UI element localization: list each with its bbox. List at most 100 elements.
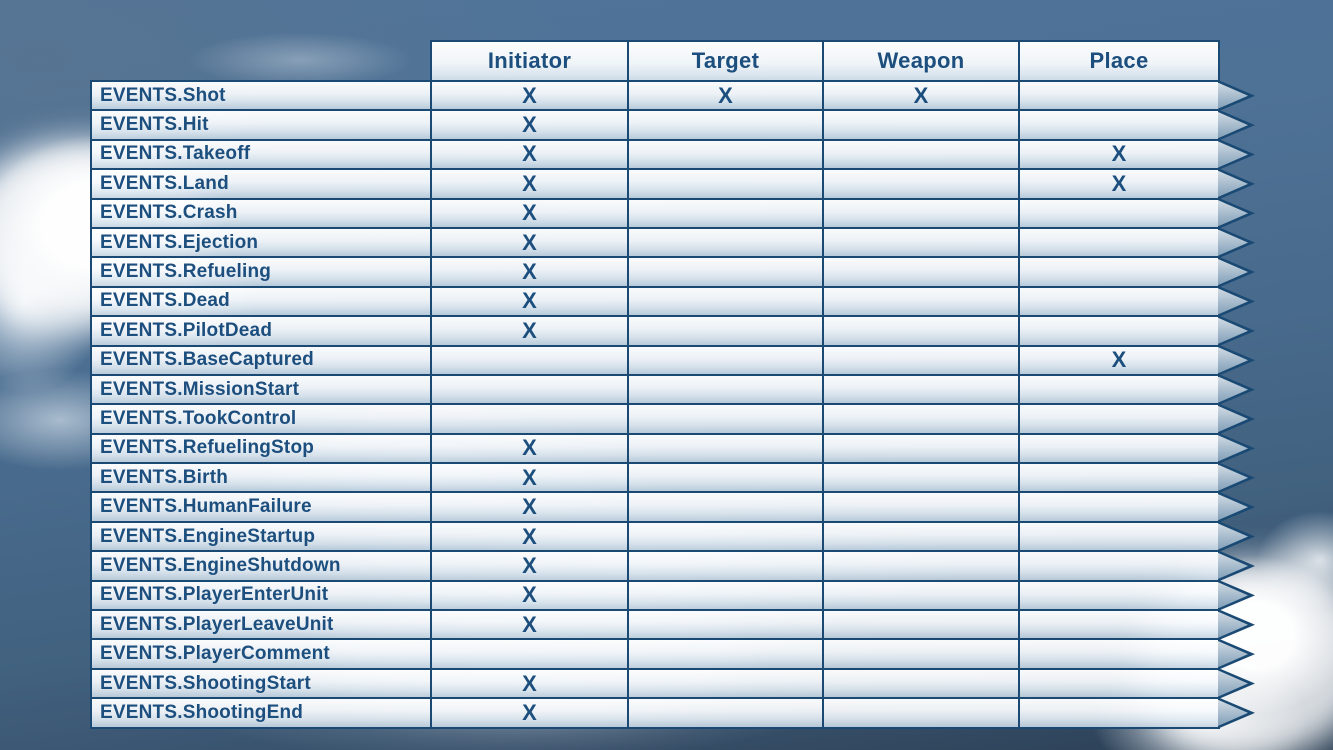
mark-cell-target [627, 520, 824, 553]
event-label-cell: EVENTS.RefuelingStop [90, 432, 432, 465]
mark-cell-place [1018, 197, 1220, 229]
mark-cell-weapon: X [822, 80, 1020, 112]
mark-cell-target [627, 579, 824, 612]
event-label-cell: EVENTS.Takeoff [90, 138, 432, 171]
mark-cell-target [627, 168, 824, 200]
mark-cell-place [1018, 491, 1220, 523]
mark-cell-place [1018, 520, 1220, 553]
mark-cell-weapon [822, 638, 1020, 670]
mark-cell-place: X [1018, 138, 1220, 171]
mark-cell-place: X [1018, 344, 1220, 376]
table-row: EVENTS.HumanFailure X [90, 491, 1255, 523]
row-arrow-icon [1218, 373, 1255, 406]
table-row: EVENTS.BaseCaptured X [90, 344, 1255, 376]
event-label-cell: EVENTS.Birth [90, 462, 432, 494]
row-arrow-icon [1218, 344, 1255, 376]
column-header-initiator: Initiator [430, 40, 629, 82]
row-arrow-icon [1218, 315, 1255, 347]
mark-cell-initiator: X [430, 138, 629, 171]
event-label-cell: EVENTS.ShootingStart [90, 667, 432, 700]
row-arrow-icon [1218, 256, 1255, 288]
mark-cell-initiator: X [430, 520, 629, 553]
mark-cell-initiator: X [430, 697, 629, 729]
table-row: EVENTS.ShootingStart X [90, 667, 1255, 700]
column-header-target: Target [627, 40, 824, 82]
mark-cell-weapon [822, 432, 1020, 465]
row-arrow-icon [1218, 168, 1255, 200]
mark-cell-place [1018, 373, 1220, 406]
row-arrow-icon [1218, 403, 1255, 435]
event-label-cell: EVENTS.Ejection [90, 226, 432, 259]
event-label-cell: EVENTS.PlayerComment [90, 638, 432, 670]
table-row: EVENTS.Crash X [90, 197, 1255, 229]
mark-cell-weapon [822, 256, 1020, 288]
table-row: EVENTS.Refueling X [90, 256, 1255, 288]
mark-cell-place [1018, 667, 1220, 700]
mark-cell-weapon [822, 138, 1020, 171]
mark-cell-weapon [822, 373, 1020, 406]
mark-cell-target [627, 667, 824, 700]
mark-cell-initiator: X [430, 109, 629, 141]
mark-cell-place [1018, 638, 1220, 670]
row-arrow-icon [1218, 638, 1255, 670]
mark-cell-place [1018, 256, 1220, 288]
event-label-cell: EVENTS.Refueling [90, 256, 432, 288]
mark-cell-weapon [822, 197, 1020, 229]
mark-cell-initiator: X [430, 168, 629, 200]
mark-cell-target [627, 197, 824, 229]
mark-cell-place [1018, 550, 1220, 582]
mark-cell-place: X [1018, 168, 1220, 200]
mark-cell-weapon [822, 550, 1020, 582]
mark-cell-initiator: X [430, 80, 629, 112]
mark-cell-target [627, 256, 824, 288]
event-label-cell: EVENTS.Hit [90, 109, 432, 141]
mark-cell-initiator: X [430, 226, 629, 259]
event-label-cell: EVENTS.EngineStartup [90, 520, 432, 553]
mark-cell-weapon [822, 226, 1020, 259]
table-row: EVENTS.RefuelingStop X [90, 432, 1255, 465]
mark-cell-target [627, 697, 824, 729]
row-arrow-icon [1218, 138, 1255, 171]
mark-cell-weapon [822, 403, 1020, 435]
mark-cell-initiator: X [430, 667, 629, 700]
row-arrow-icon [1218, 697, 1255, 729]
mark-cell-place [1018, 226, 1220, 259]
table-row: EVENTS.PlayerComment [90, 638, 1255, 670]
mark-cell-weapon [822, 667, 1020, 700]
table-row: EVENTS.Land X X [90, 168, 1255, 200]
mark-cell-target [627, 638, 824, 670]
mark-cell-target [627, 609, 824, 641]
mark-cell-target [627, 315, 824, 347]
row-arrow-icon [1218, 491, 1255, 523]
event-label-cell: EVENTS.HumanFailure [90, 491, 432, 523]
mark-cell-weapon [822, 109, 1020, 141]
mark-cell-initiator: X [430, 256, 629, 288]
mark-cell-initiator: X [430, 285, 629, 318]
mark-cell-target [627, 373, 824, 406]
mark-cell-place [1018, 579, 1220, 612]
event-label-cell: EVENTS.Crash [90, 197, 432, 229]
event-label-cell: EVENTS.MissionStart [90, 373, 432, 406]
row-arrow-icon [1218, 579, 1255, 612]
row-arrow-icon [1218, 462, 1255, 494]
row-arrow-icon [1218, 432, 1255, 465]
mark-cell-initiator [430, 638, 629, 670]
table-row: EVENTS.Takeoff X X [90, 138, 1255, 171]
event-label-cell: EVENTS.EngineShutdown [90, 550, 432, 582]
row-arrow-icon [1218, 109, 1255, 141]
mark-cell-target [627, 285, 824, 318]
mark-cell-initiator [430, 344, 629, 376]
table-row: EVENTS.PlayerLeaveUnit X [90, 609, 1255, 641]
mark-cell-initiator: X [430, 462, 629, 494]
mark-cell-target [627, 550, 824, 582]
event-label-cell: EVENTS.PlayerEnterUnit [90, 579, 432, 612]
mark-cell-place [1018, 403, 1220, 435]
table-row: EVENTS.MissionStart [90, 373, 1255, 406]
mark-cell-initiator: X [430, 315, 629, 347]
mark-cell-weapon [822, 491, 1020, 523]
mark-cell-place [1018, 432, 1220, 465]
mark-cell-target: X [627, 80, 824, 112]
row-arrow-icon [1218, 197, 1255, 229]
event-label-cell: EVENTS.PilotDead [90, 315, 432, 347]
